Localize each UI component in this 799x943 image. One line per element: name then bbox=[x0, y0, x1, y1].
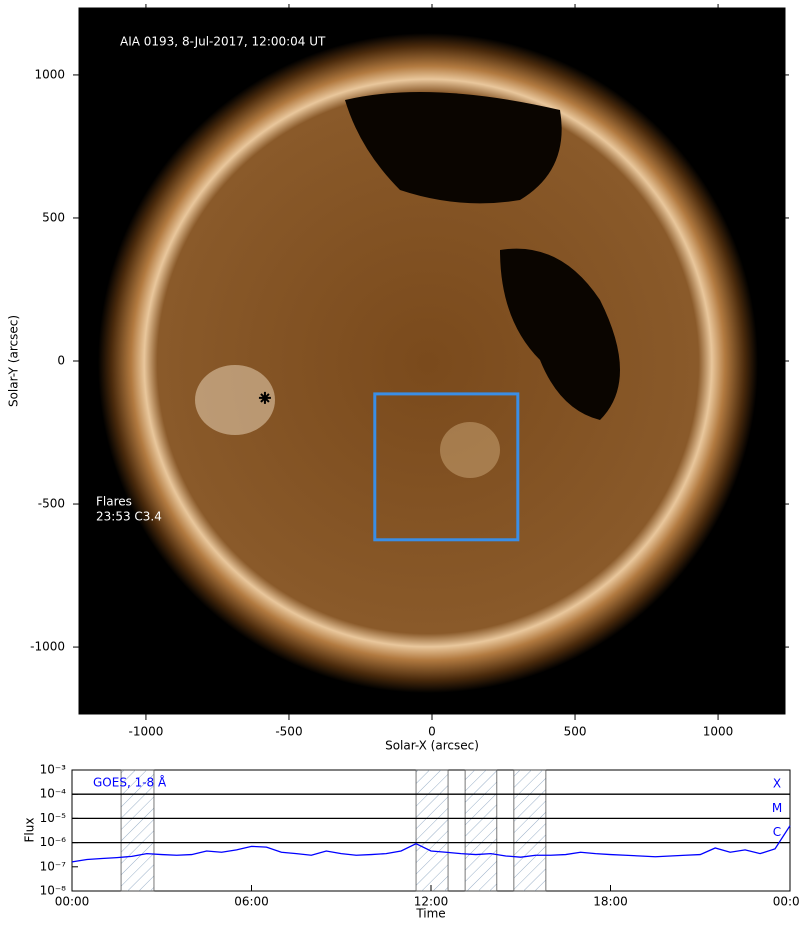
y-tick-label: -500 bbox=[38, 497, 65, 511]
image-title: AIA 0193, 8-Jul-2017, 12:00:04 UT bbox=[120, 35, 326, 49]
x-tick-label: 12:00 bbox=[414, 895, 449, 909]
sun-disk bbox=[98, 33, 758, 693]
flux-line bbox=[71, 825, 791, 863]
level-label: X bbox=[773, 777, 781, 791]
annotation: Flares bbox=[96, 495, 132, 509]
x-axis-label: Solar-X (arcsec) bbox=[385, 739, 479, 753]
y-axis-label: Solar-Y (arcsec) bbox=[7, 315, 21, 407]
shaded-interval bbox=[120, 769, 155, 892]
y-tick-label: 10⁻⁴ bbox=[40, 787, 67, 801]
y-tick-label: 10⁻³ bbox=[40, 763, 67, 777]
x-tick-label: -1000 bbox=[129, 725, 164, 739]
level-label: C bbox=[773, 825, 781, 839]
x-tick-label: 500 bbox=[564, 725, 587, 739]
x-tick-label: 00:00 bbox=[55, 895, 90, 909]
active-region bbox=[195, 365, 275, 435]
y-axis-label: Flux bbox=[23, 818, 37, 843]
x-tick-label: 18:00 bbox=[593, 895, 628, 909]
x-tick-label: 0 bbox=[428, 725, 436, 739]
solar-image bbox=[79, 8, 785, 714]
x-axis-label: Time bbox=[415, 907, 445, 921]
shaded-interval bbox=[415, 769, 449, 892]
x-tick-label: 06:00 bbox=[234, 895, 269, 909]
level-label: M bbox=[772, 801, 782, 815]
shaded-interval bbox=[464, 769, 498, 892]
y-tick-label: 10⁻⁸ bbox=[40, 884, 67, 898]
active-region bbox=[440, 422, 500, 478]
y-tick-label: 500 bbox=[42, 210, 65, 224]
flare-marker bbox=[258, 391, 271, 404]
coronal-hole bbox=[345, 92, 562, 204]
x-tick-label: -500 bbox=[275, 725, 302, 739]
y-tick-label: -1000 bbox=[30, 640, 65, 654]
x-tick-label: 1000 bbox=[703, 725, 734, 739]
y-tick-label: 10⁻⁶ bbox=[40, 835, 67, 849]
shaded-interval bbox=[513, 769, 547, 892]
y-tick-label: 10⁻⁵ bbox=[40, 811, 67, 825]
annotation: 23:53 C3.4 bbox=[96, 510, 162, 524]
y-tick-label: 1000 bbox=[34, 67, 65, 81]
series-label: GOES, 1-8 Å bbox=[93, 775, 167, 790]
x-tick-label: 00:00 bbox=[773, 895, 799, 909]
region-box bbox=[373, 392, 520, 542]
y-tick-label: 0 bbox=[57, 354, 65, 368]
y-tick-label: 10⁻⁷ bbox=[40, 859, 67, 873]
coronal-hole bbox=[500, 248, 620, 420]
